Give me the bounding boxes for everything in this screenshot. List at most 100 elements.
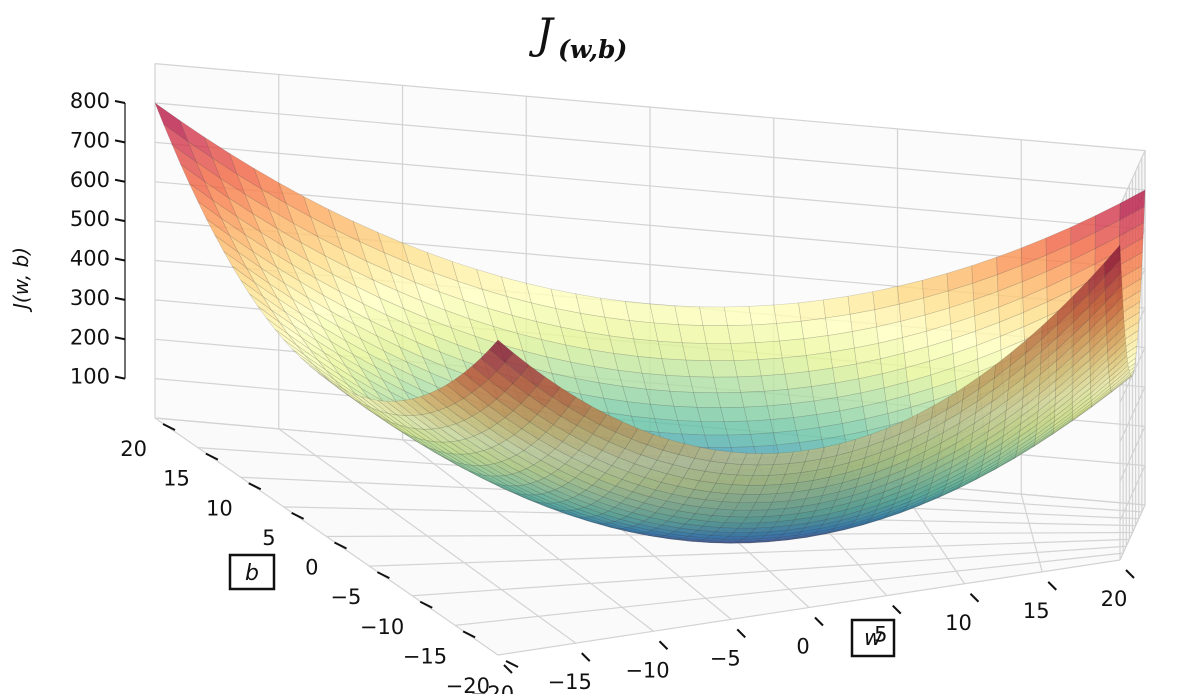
b-tick-label: 0 xyxy=(305,556,318,580)
title-subscript: (w,b) xyxy=(558,35,627,64)
w-tick-mark xyxy=(658,640,669,650)
b-tick-label: −10 xyxy=(360,615,404,639)
b-tick-label: −5 xyxy=(330,585,361,609)
w-tick-label: 20 xyxy=(1101,587,1128,611)
b-tick-label: 5 xyxy=(262,526,275,550)
surface-patch xyxy=(751,323,780,344)
surface-patch xyxy=(746,419,774,435)
surface-patch xyxy=(702,325,732,344)
b-tick-mark xyxy=(419,600,433,609)
surface-patch xyxy=(757,357,786,377)
z-tick-mark xyxy=(114,375,126,380)
wall-grid-line xyxy=(154,63,1146,206)
floor-grid-line xyxy=(412,545,1127,597)
surface-mesh xyxy=(154,102,1146,544)
surface-patch xyxy=(723,306,753,326)
w-tick-label: 10 xyxy=(945,611,972,635)
surface-patch xyxy=(750,432,777,447)
surface-patch xyxy=(773,302,802,324)
w-tick-label: −5 xyxy=(710,646,741,670)
z-tick-mark xyxy=(114,100,126,104)
axis-labels: J(w, b) b w xyxy=(9,247,896,658)
w-tick-mark xyxy=(1047,581,1057,591)
b-tick-mark xyxy=(162,423,176,431)
surface-patch xyxy=(693,392,721,408)
surface-patch xyxy=(678,324,707,344)
surface-patch xyxy=(629,320,659,342)
z-tick-label: 600 xyxy=(70,168,110,192)
surface-patch xyxy=(733,359,762,378)
z-tick-label: 400 xyxy=(70,247,110,271)
floor-pane xyxy=(155,418,1145,655)
surface-patch xyxy=(700,421,728,436)
b-tick-mark xyxy=(334,541,347,550)
surface-patch xyxy=(1104,244,1121,278)
surface-patch xyxy=(727,433,755,448)
floor-grid-line xyxy=(497,559,1121,656)
surface-patch xyxy=(754,340,783,361)
surface-patch xyxy=(650,403,679,421)
surface-patch xyxy=(1106,316,1125,344)
chart-title: J (w,b) xyxy=(528,9,627,64)
w-tick-label: 15 xyxy=(1023,599,1050,623)
b-tick-label: 15 xyxy=(163,467,190,491)
z-tick-label: 100 xyxy=(70,365,110,389)
w-tick-mark xyxy=(581,652,591,662)
w-label-box xyxy=(850,618,896,658)
z-tick-mark xyxy=(114,178,126,183)
surface-patch xyxy=(776,320,805,342)
surface-patch xyxy=(743,405,771,422)
surface-patch xyxy=(637,356,667,376)
surface-patch xyxy=(709,360,738,378)
b-tick-mark xyxy=(248,482,262,491)
z-tick-label: 500 xyxy=(70,207,110,231)
surface-patch xyxy=(713,376,742,394)
surface-patch xyxy=(1111,375,1133,393)
surface-patch xyxy=(748,304,777,326)
surface-patch xyxy=(781,355,810,375)
surface-patch xyxy=(685,359,714,378)
z-tick-label: 800 xyxy=(70,89,110,113)
b-tick-label: 10 xyxy=(206,496,233,520)
floor-grid-line xyxy=(369,538,1130,567)
surface-patch xyxy=(624,301,655,324)
w-tick-mark xyxy=(1125,569,1135,579)
surface-patch xyxy=(727,324,756,344)
surface-patch xyxy=(699,306,728,326)
w-tick-mark xyxy=(892,604,902,615)
surface-patch xyxy=(763,388,792,407)
b-tick-mark xyxy=(376,571,390,580)
surface-patch xyxy=(674,305,704,326)
surface-patch xyxy=(633,338,663,360)
surface-patch xyxy=(1109,364,1130,386)
surface-patch xyxy=(770,417,797,434)
surface-patch xyxy=(1104,271,1123,303)
b-tick-label: 20 xyxy=(120,437,147,461)
surface-patch xyxy=(723,420,751,436)
surface-patch xyxy=(784,371,812,390)
w-tick-mark xyxy=(736,628,746,639)
b-tick-label: −15 xyxy=(403,644,447,668)
w-tick-mark xyxy=(503,664,513,674)
surface-patch xyxy=(1108,360,1129,383)
surface-patch xyxy=(779,338,807,359)
w-tick-label: 5 xyxy=(874,623,887,647)
surface-patch xyxy=(706,343,735,362)
w-tick-mark xyxy=(814,616,824,627)
surface-patch xyxy=(730,342,759,361)
surface-patch xyxy=(696,406,725,423)
surface-patch xyxy=(665,374,694,393)
surface-patch xyxy=(673,405,702,422)
surface-patch xyxy=(641,372,671,392)
surface-patch xyxy=(704,434,732,448)
w-tick-label: −20 xyxy=(470,682,514,694)
surface-patch xyxy=(661,358,691,377)
z-tick-mark xyxy=(114,257,126,262)
surface-patch xyxy=(657,340,687,361)
y-axis-label: b xyxy=(245,561,259,586)
surface-patch xyxy=(681,342,711,362)
z-tick-mark xyxy=(114,336,126,341)
w-tick-label: −10 xyxy=(625,658,669,682)
surface-patch xyxy=(689,376,718,394)
surface-patch xyxy=(669,390,698,408)
